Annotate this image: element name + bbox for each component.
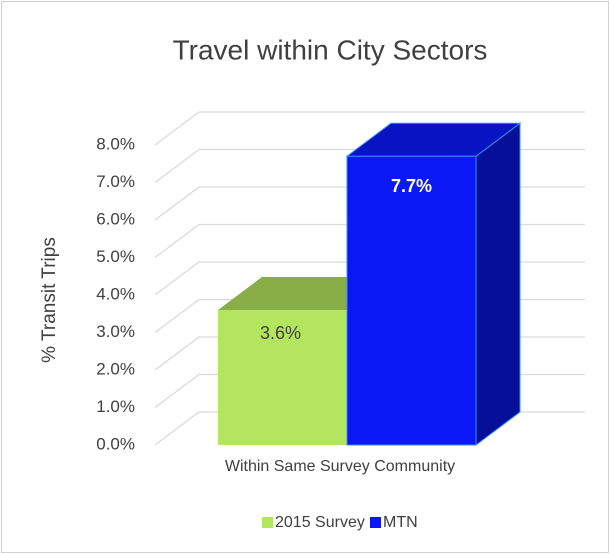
data-label: 7.7% [391,176,432,196]
legend-label: 2015 Survey [275,514,365,531]
legend-swatch [370,517,381,528]
y-tick-label: 7.0% [96,172,135,191]
x-tick-label: Within Same Survey Community [225,458,455,475]
data-label: 3.6% [260,323,301,343]
y-tick-label: 2.0% [96,359,135,378]
y-tick-label: 8.0% [96,134,135,153]
bar [218,310,347,445]
y-tick-label: 3.0% [96,322,135,341]
y-axis-title: % Transit Trips [39,237,60,363]
y-tick-label: 0.0% [96,434,135,453]
bar [346,155,477,446]
y-tick-label: 1.0% [96,397,135,416]
grid-line [154,111,585,146]
y-tick-label: 6.0% [96,209,135,228]
y-tick-label: 4.0% [96,284,135,303]
legend-swatch [262,517,273,528]
bar-side [475,122,521,446]
legend-label: MTN [383,514,418,531]
chart-title: Travel within City Sectors [173,34,488,65]
y-tick-label: 5.0% [96,247,135,266]
